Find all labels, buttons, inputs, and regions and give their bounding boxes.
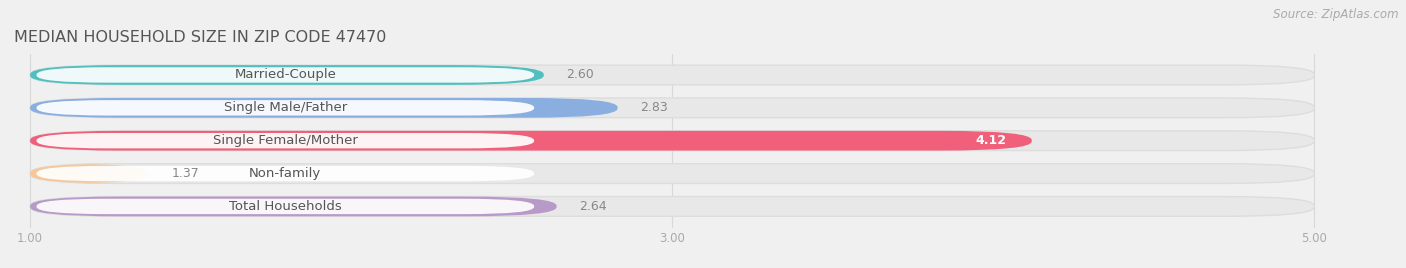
FancyBboxPatch shape	[30, 65, 1315, 85]
FancyBboxPatch shape	[30, 164, 1315, 183]
Text: 2.64: 2.64	[579, 200, 607, 213]
Text: Single Female/Mother: Single Female/Mother	[212, 134, 357, 147]
FancyBboxPatch shape	[30, 196, 1315, 216]
FancyBboxPatch shape	[37, 100, 534, 116]
FancyBboxPatch shape	[30, 98, 617, 118]
Text: Single Male/Father: Single Male/Father	[224, 101, 347, 114]
Text: Non-family: Non-family	[249, 167, 322, 180]
Text: 1.37: 1.37	[172, 167, 200, 180]
FancyBboxPatch shape	[37, 67, 534, 83]
Text: 2.83: 2.83	[640, 101, 668, 114]
FancyBboxPatch shape	[30, 65, 544, 85]
FancyBboxPatch shape	[30, 164, 149, 183]
FancyBboxPatch shape	[37, 199, 534, 214]
Text: Source: ZipAtlas.com: Source: ZipAtlas.com	[1274, 8, 1399, 21]
FancyBboxPatch shape	[30, 98, 1315, 118]
Text: Married-Couple: Married-Couple	[235, 68, 336, 81]
Text: MEDIAN HOUSEHOLD SIZE IN ZIP CODE 47470: MEDIAN HOUSEHOLD SIZE IN ZIP CODE 47470	[14, 31, 387, 46]
Text: Total Households: Total Households	[229, 200, 342, 213]
FancyBboxPatch shape	[30, 131, 1032, 151]
Text: 4.12: 4.12	[976, 134, 1007, 147]
FancyBboxPatch shape	[30, 131, 1315, 151]
FancyBboxPatch shape	[37, 166, 534, 181]
FancyBboxPatch shape	[37, 133, 534, 148]
FancyBboxPatch shape	[30, 196, 557, 216]
Text: 2.60: 2.60	[567, 68, 593, 81]
